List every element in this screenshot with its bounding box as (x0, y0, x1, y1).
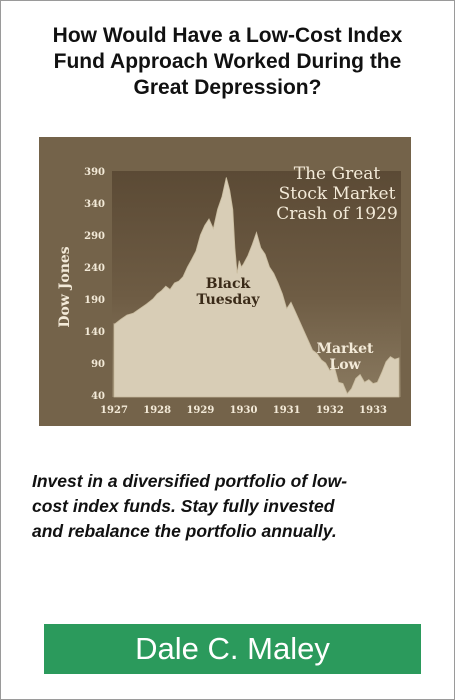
tagline-line: cost index funds. Stay fully invested (32, 496, 335, 516)
annotation-line: Black (206, 276, 251, 292)
x-tick-label: 1929 (186, 405, 214, 416)
title-line: Great Depression? (133, 76, 322, 99)
area-layer (113, 177, 400, 398)
title-line: Fund Approach Worked During the (53, 50, 402, 73)
y-tick-label: 40 (91, 391, 105, 402)
tagline-line: and rebalance the portfolio annually. (32, 521, 337, 541)
tagline-line: Invest in a diversified portfolio of low… (32, 471, 348, 491)
x-tick-label: 1927 (100, 405, 128, 416)
x-tick-label: 1928 (143, 405, 171, 416)
annotation-line: Tuesday (196, 292, 260, 308)
market-low-annotation: Market Low (316, 341, 374, 373)
chart-title: The Great Stock Market Crash of 1929 (276, 164, 398, 224)
y-tick-label: 340 (84, 199, 105, 210)
chart-title-line: Stock Market (279, 184, 396, 204)
y-tick-label: 190 (84, 295, 105, 306)
y-tick-label: 140 (84, 327, 105, 338)
cover-title: How Would Have a Low-Cost Index Fund App… (1, 23, 454, 101)
cover-tagline: Invest in a diversified portfolio of low… (32, 469, 432, 544)
y-tick-label: 390 (84, 167, 105, 178)
black-tuesday-annotation: Black Tuesday (196, 276, 260, 308)
y-tick-label: 290 (84, 231, 105, 242)
author-name: Dale C. Maley (135, 631, 330, 666)
y-axis-ticks: 390 340 290 240 190 140 90 40 (84, 167, 105, 402)
x-tick-label: 1932 (316, 405, 344, 416)
dow-jones-area (113, 177, 400, 398)
x-axis-ticks: 1927 1928 1929 1930 1931 1932 1933 (100, 405, 387, 416)
y-axis-label: Dow Jones (57, 246, 73, 327)
x-tick-label: 1933 (359, 405, 387, 416)
y-tick-label: 240 (84, 263, 105, 274)
y-tick-label: 90 (91, 359, 105, 370)
title-line: How Would Have a Low-Cost Index (52, 24, 403, 47)
x-tick-label: 1931 (273, 405, 301, 416)
dow-jones-chart: 390 340 290 240 190 140 90 40 1927 1928 1929 1930 1… (39, 137, 411, 426)
author-banner: Dale C. Maley (44, 624, 421, 674)
x-tick-label: 1930 (230, 405, 258, 416)
annotation-line: Market (316, 341, 374, 357)
annotation-line: Low (329, 357, 361, 373)
chart-title-line: The Great (294, 164, 381, 184)
chart-title-line: Crash of 1929 (276, 204, 398, 224)
